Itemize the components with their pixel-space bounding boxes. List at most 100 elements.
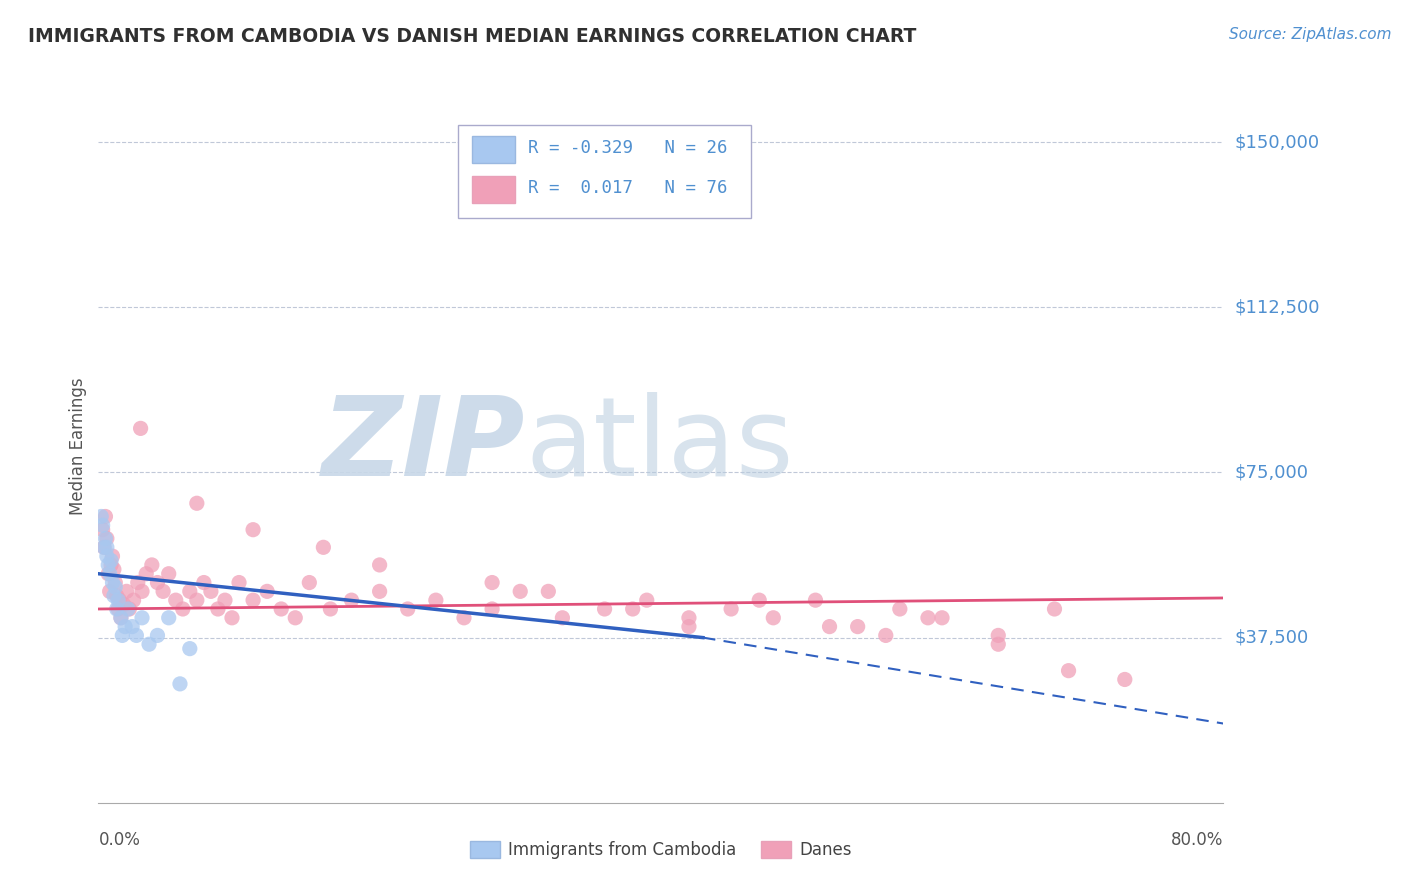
Point (141, 558, 163, 572)
Text: IMMIGRANTS FROM CAMBODIA VS DANISH MEDIAN EARNINGS CORRELATION CHART: IMMIGRANTS FROM CAMBODIA VS DANISH MEDIA… (28, 27, 917, 45)
Point (97, 558, 120, 572)
Point (242, 593, 264, 607)
Point (481, 602, 503, 616)
Point (108, 593, 131, 607)
Point (94, 532, 117, 546)
Point (127, 575, 149, 590)
Point (98, 584, 121, 599)
Point (621, 602, 644, 616)
Point (1114, 673, 1136, 687)
Point (551, 611, 574, 625)
Point (96, 532, 118, 546)
Point (110, 611, 132, 625)
Point (720, 602, 742, 616)
Point (453, 611, 475, 625)
Point (91, 523, 114, 537)
Text: atlas: atlas (526, 392, 794, 500)
Point (425, 593, 447, 607)
Text: ZIP: ZIP (322, 392, 526, 500)
Point (93, 541, 115, 555)
Point (284, 611, 307, 625)
Point (678, 611, 700, 625)
Point (256, 584, 278, 599)
Point (298, 575, 321, 590)
Text: Source: ZipAtlas.com: Source: ZipAtlas.com (1229, 27, 1392, 42)
FancyBboxPatch shape (472, 136, 515, 163)
Point (1057, 664, 1080, 678)
Text: R =  0.017   N = 76: R = 0.017 N = 76 (529, 178, 727, 196)
Point (104, 575, 127, 590)
Point (103, 562, 125, 576)
Point (186, 593, 208, 607)
FancyBboxPatch shape (458, 125, 751, 218)
Point (636, 593, 658, 607)
Point (228, 575, 250, 590)
Point (112, 598, 135, 612)
Point (93, 541, 115, 555)
Point (889, 602, 911, 616)
Point (110, 611, 132, 625)
Point (157, 566, 180, 581)
Point (104, 580, 127, 594)
Point (117, 602, 139, 616)
Point (987, 637, 1010, 651)
Point (762, 611, 785, 625)
Point (593, 602, 616, 616)
Text: $37,500: $37,500 (1234, 629, 1309, 647)
Point (931, 611, 953, 625)
Point (193, 575, 215, 590)
Point (103, 589, 125, 603)
Point (186, 496, 208, 510)
Point (105, 589, 128, 603)
Point (135, 566, 157, 581)
Point (987, 628, 1010, 642)
Point (100, 553, 122, 567)
Point (131, 584, 153, 599)
Point (115, 584, 138, 599)
Point (917, 611, 939, 625)
Point (270, 602, 292, 616)
Point (200, 584, 222, 599)
Text: R = -0.329   N = 26: R = -0.329 N = 26 (529, 139, 727, 157)
Point (94, 509, 117, 524)
Point (107, 602, 129, 616)
Point (101, 575, 124, 590)
Point (101, 549, 124, 563)
Y-axis label: Median Earnings: Median Earnings (69, 377, 87, 515)
Point (875, 628, 897, 642)
Point (107, 593, 129, 607)
Point (165, 593, 187, 607)
Point (146, 575, 169, 590)
Point (319, 602, 342, 616)
Point (98, 566, 121, 581)
Text: 80.0%: 80.0% (1171, 831, 1223, 849)
Text: $75,000: $75,000 (1234, 464, 1309, 482)
Point (100, 558, 122, 572)
Point (396, 602, 419, 616)
Point (91, 518, 114, 533)
Point (122, 593, 145, 607)
Point (537, 584, 560, 599)
Point (111, 628, 134, 642)
Point (368, 558, 391, 572)
Point (121, 619, 143, 633)
Point (748, 593, 770, 607)
Point (152, 584, 174, 599)
Point (169, 677, 191, 691)
FancyBboxPatch shape (472, 177, 515, 203)
Point (179, 584, 201, 599)
Point (125, 628, 148, 642)
Point (214, 593, 236, 607)
Text: $150,000: $150,000 (1234, 133, 1319, 151)
Point (312, 541, 335, 555)
Point (818, 619, 841, 633)
Text: $112,500: $112,500 (1234, 298, 1320, 317)
Point (846, 619, 869, 633)
Point (804, 593, 827, 607)
Point (96, 541, 118, 555)
Point (114, 619, 136, 633)
Point (90, 509, 112, 524)
Point (368, 584, 391, 599)
Point (118, 602, 141, 616)
Point (131, 611, 153, 625)
